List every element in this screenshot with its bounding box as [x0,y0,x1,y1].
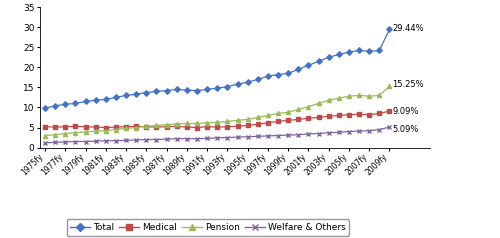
Legend: Total, Medical, Pension, Welfare & Others: Total, Medical, Pension, Welfare & Other… [66,219,349,236]
Text: 9.09%: 9.09% [392,107,419,116]
Text: 5.09%: 5.09% [392,125,419,134]
Text: 15.25%: 15.25% [392,80,424,89]
Text: 29.44%: 29.44% [392,24,424,33]
